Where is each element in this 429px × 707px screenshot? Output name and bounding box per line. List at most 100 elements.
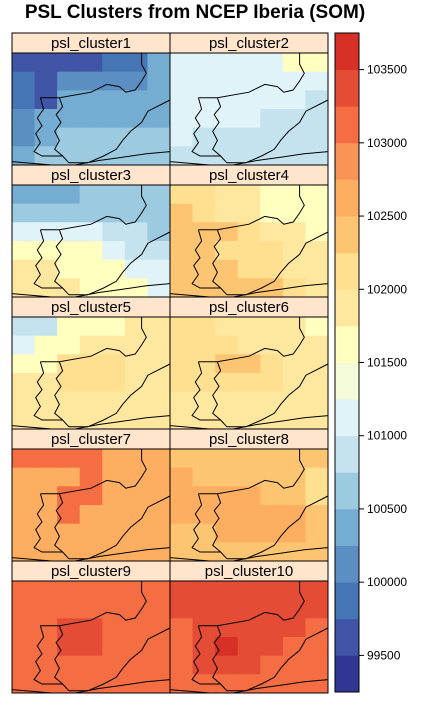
heatmap-cell: [147, 656, 170, 675]
heatmap-cell: [125, 109, 148, 128]
heatmap-cell: [170, 505, 193, 524]
heatmap-cell: [260, 146, 283, 165]
heatmap-cell: [260, 53, 283, 72]
heatmap-cell: [147, 505, 170, 524]
heatmap-cell: [147, 600, 170, 619]
heatmap-cell: [102, 317, 125, 336]
heatmap-cell: [125, 656, 148, 675]
heatmap-cell: [102, 410, 125, 429]
heatmap-cell: [238, 53, 261, 72]
heatmap-cell: [215, 241, 238, 260]
heatmap-cell: [215, 505, 238, 524]
heatmap-cell: [283, 656, 306, 675]
heatmap-cell: [193, 468, 216, 487]
heatmap-cell: [305, 656, 328, 675]
heatmap-cell: [215, 204, 238, 223]
heatmap-cell: [170, 618, 193, 637]
heatmap-cell: [12, 317, 35, 336]
heatmap-cell: [283, 241, 306, 260]
heatmap-cell: [170, 90, 193, 109]
heatmap-cell: [305, 373, 328, 392]
heatmap-cell: [12, 637, 35, 656]
heatmap-cell: [125, 222, 148, 241]
heatmap-cell: [12, 373, 35, 392]
heatmap-cell: [147, 392, 170, 411]
heatmap-cell: [283, 524, 306, 543]
heatmap-cell: [102, 241, 125, 260]
heatmap-cell: [102, 674, 125, 693]
heatmap-cell: [170, 524, 193, 543]
heatmap-cell: [57, 260, 80, 279]
heatmap-cell: [283, 278, 306, 297]
heatmap-cell: [57, 600, 80, 619]
heatmap-cell: [57, 373, 80, 392]
panel-label: psl_cluster4: [209, 167, 289, 184]
heatmap-cell: [102, 185, 125, 204]
heatmap-cell: [238, 185, 261, 204]
heatmap-cell: [170, 260, 193, 279]
heatmap-cell: [57, 524, 80, 543]
heatmap-cell: [57, 336, 80, 355]
heatmap-cell: [125, 128, 148, 147]
heatmap-cell: [102, 373, 125, 392]
heatmap-cell: [170, 373, 193, 392]
heatmap-cell: [215, 524, 238, 543]
panel-psl_cluster7: psl_cluster7: [12, 429, 170, 561]
heatmap-cell: [102, 90, 125, 109]
heatmap-cell: [305, 449, 328, 468]
heatmap-cell: [147, 241, 170, 260]
heatmap-cell: [260, 505, 283, 524]
heatmap-cell: [215, 392, 238, 411]
panel-label: psl_cluster5: [51, 299, 131, 316]
heatmap-cell: [283, 618, 306, 637]
heatmap-cell: [12, 468, 35, 487]
heatmap-cell: [260, 656, 283, 675]
heatmap-cell: [147, 542, 170, 561]
heatmap-cell: [215, 600, 238, 619]
heatmap-cell: [305, 146, 328, 165]
heatmap-cell: [305, 674, 328, 693]
heatmap-cell: [125, 392, 148, 411]
heatmap-cell: [305, 505, 328, 524]
heatmap-cell: [260, 468, 283, 487]
heatmap-cell: [147, 72, 170, 91]
heatmap-cell: [283, 410, 306, 429]
heatmap-cell: [170, 600, 193, 619]
heatmap-cell: [305, 486, 328, 505]
heatmap-cell: [80, 241, 103, 260]
heatmap-cell: [260, 72, 283, 91]
heatmap-cell: [57, 72, 80, 91]
heatmap-cell: [125, 410, 148, 429]
heatmap-cell: [147, 317, 170, 336]
heatmap-cell: [125, 505, 148, 524]
heatmap-cell: [238, 128, 261, 147]
heatmap-cell: [12, 618, 35, 637]
heatmap-cell: [260, 600, 283, 619]
heatmap-cell: [170, 317, 193, 336]
heatmap-cell: [12, 600, 35, 619]
heatmap-cell: [170, 581, 193, 600]
heatmap-cell: [147, 336, 170, 355]
heatmap-cell: [102, 336, 125, 355]
heatmap-cell: [102, 618, 125, 637]
heatmap-cell: [283, 505, 306, 524]
heatmap-cell: [260, 618, 283, 637]
heatmap-cell: [147, 90, 170, 109]
heatmap-cell: [125, 486, 148, 505]
heatmap-cell: [35, 317, 58, 336]
heatmap-cell: [102, 222, 125, 241]
heatmap-cell: [260, 449, 283, 468]
heatmap-cell: [80, 637, 103, 656]
heatmap-cell: [170, 486, 193, 505]
heatmap-cell: [102, 392, 125, 411]
heatmap-cell: [125, 241, 148, 260]
heatmap-cell: [12, 392, 35, 411]
heatmap-cell: [80, 128, 103, 147]
heatmap-cell: [35, 204, 58, 223]
heatmap-cell: [260, 128, 283, 147]
heatmap-cell: [125, 542, 148, 561]
heatmap-cell: [193, 581, 216, 600]
heatmap-cell: [215, 109, 238, 128]
heatmap-cell: [147, 410, 170, 429]
heatmap-cell: [215, 72, 238, 91]
